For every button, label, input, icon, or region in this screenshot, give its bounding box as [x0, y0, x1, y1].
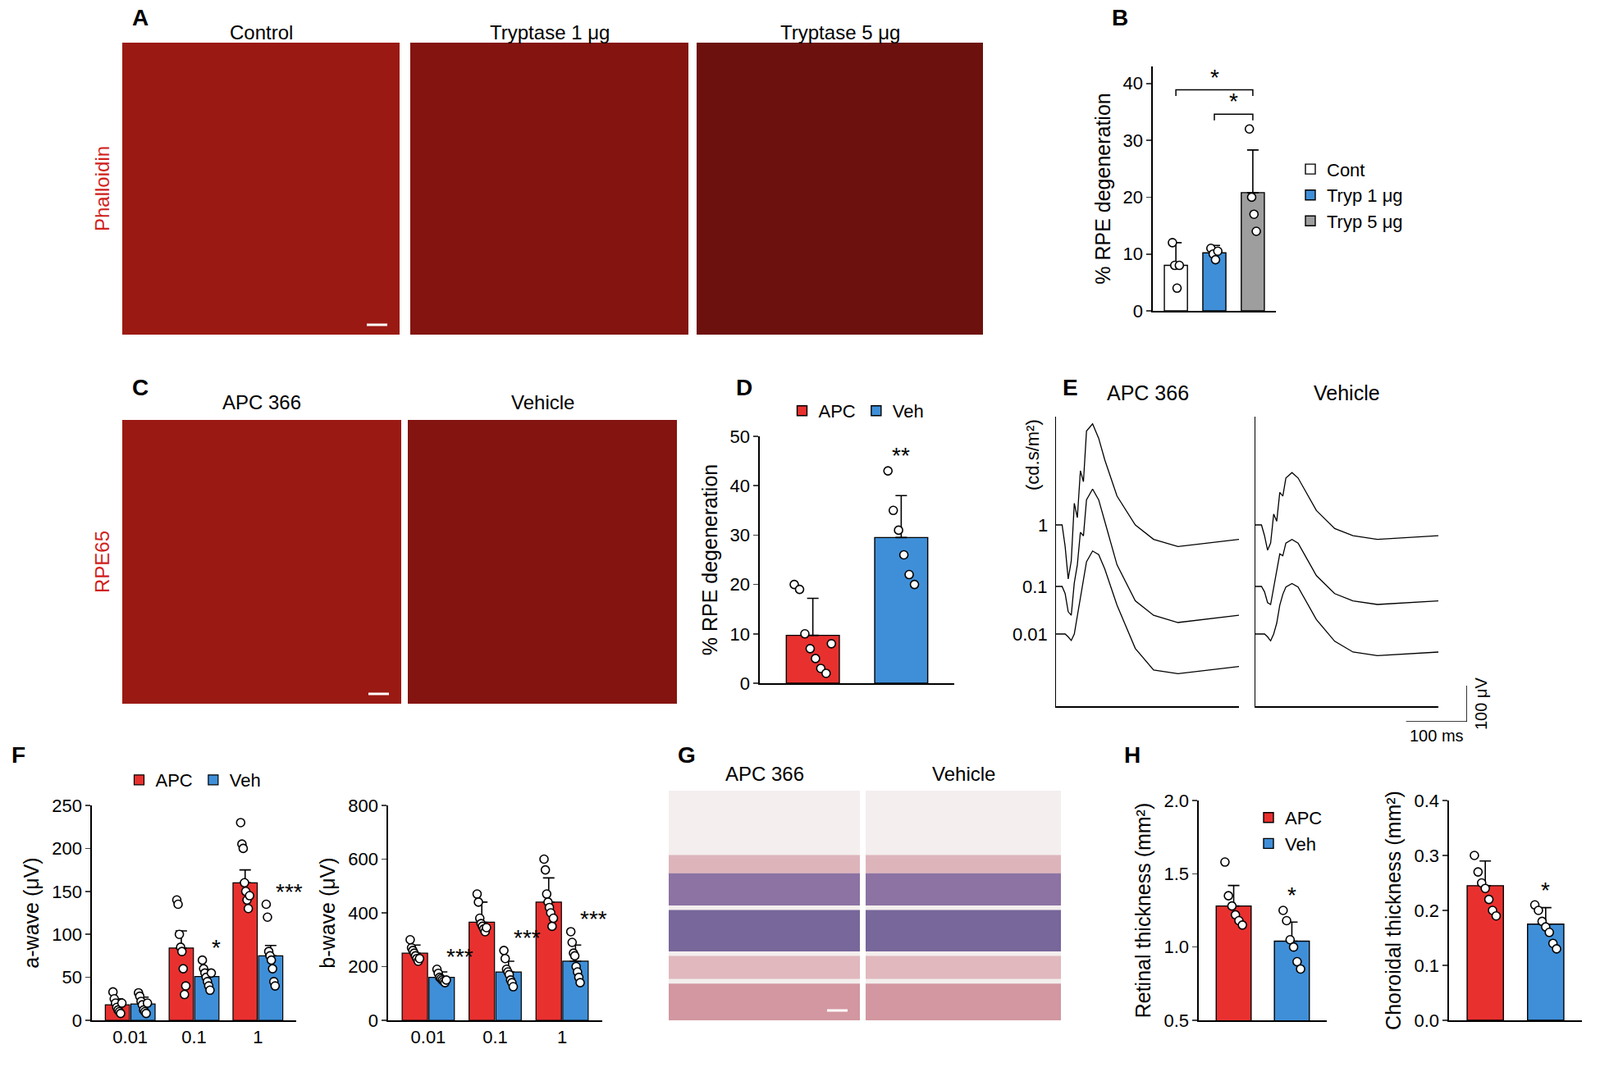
svg-text:E: E	[1062, 374, 1079, 401]
svg-text:0.1: 0.1	[181, 1027, 207, 1048]
svg-text:Cont: Cont	[1326, 160, 1365, 181]
svg-text:200: 200	[51, 838, 83, 860]
svg-text:C: C	[132, 374, 149, 401]
svg-text:Vehicle: Vehicle	[511, 391, 575, 414]
svg-text:*: *	[1210, 64, 1220, 91]
svg-text:150: 150	[51, 882, 83, 903]
svg-text:APC: APC	[155, 770, 193, 791]
svg-text:0: 0	[1133, 301, 1143, 322]
svg-text:Control: Control	[229, 21, 293, 44]
svg-text:*: *	[1229, 88, 1239, 115]
svg-text:0.01: 0.01	[1012, 624, 1048, 645]
svg-text:Vehicle: Vehicle	[1313, 381, 1381, 405]
svg-text:APC 366: APC 366	[222, 391, 302, 414]
svg-text:APC: APC	[818, 401, 856, 422]
svg-text:0.3: 0.3	[1413, 845, 1440, 867]
svg-text:0: 0	[72, 1010, 83, 1032]
svg-text:1: 1	[1037, 515, 1048, 536]
svg-text:% RPE degeneration: % RPE degeneration	[698, 464, 722, 656]
svg-text:Tryptase 5 μg: Tryptase 5 μg	[780, 21, 901, 44]
svg-text:100 μV: 100 μV	[1472, 677, 1491, 731]
svg-text:0.2: 0.2	[1413, 900, 1440, 922]
svg-text:Tryp 1 μg: Tryp 1 μg	[1326, 185, 1404, 206]
svg-text:400: 400	[347, 903, 379, 924]
svg-text:40: 40	[730, 475, 750, 497]
svg-text:Veh: Veh	[892, 401, 924, 422]
svg-text:***: ***	[275, 879, 303, 906]
svg-text:***: ***	[580, 906, 608, 933]
svg-text:0.4: 0.4	[1413, 790, 1440, 812]
svg-text:10: 10	[1123, 243, 1143, 265]
svg-text:0.5: 0.5	[1163, 1010, 1189, 1032]
svg-text:0.01: 0.01	[112, 1027, 148, 1048]
svg-text:800: 800	[347, 795, 379, 817]
svg-text:Tryp 5 μg: Tryp 5 μg	[1326, 211, 1404, 233]
svg-text:250: 250	[51, 795, 83, 817]
svg-text:50: 50	[62, 967, 83, 988]
svg-text:30: 30	[730, 525, 750, 546]
svg-text:RPE65: RPE65	[91, 530, 114, 594]
svg-text:0.1: 0.1	[1022, 576, 1048, 598]
svg-text:0.0: 0.0	[1413, 1010, 1440, 1032]
svg-text:1.5: 1.5	[1163, 864, 1189, 885]
svg-text:0: 0	[740, 673, 750, 695]
svg-text:50: 50	[730, 426, 750, 448]
svg-text:Veh: Veh	[229, 770, 261, 791]
svg-text:20: 20	[1123, 187, 1143, 208]
svg-text:% RPE degeneration: % RPE degeneration	[1091, 92, 1115, 284]
svg-text:2.0: 2.0	[1163, 790, 1189, 812]
svg-text:Choroidal thickness (mm²): Choroidal thickness (mm²)	[1381, 790, 1405, 1031]
svg-text:0.1: 0.1	[1413, 955, 1440, 977]
svg-text:(cd.s/m²): (cd.s/m²)	[1022, 419, 1043, 491]
svg-text:*: *	[211, 935, 221, 961]
svg-text:0.1: 0.1	[482, 1027, 508, 1048]
svg-text:600: 600	[347, 849, 379, 870]
svg-text:0: 0	[368, 1010, 379, 1032]
svg-text:10: 10	[730, 624, 750, 645]
svg-text:*: *	[1287, 882, 1297, 909]
svg-text:Tryptase 1 μg: Tryptase 1 μg	[489, 21, 610, 44]
svg-text:30: 30	[1123, 130, 1143, 151]
svg-text:Retinal thickness (mm²): Retinal thickness (mm²)	[1131, 803, 1155, 1020]
svg-text:Vehicle: Vehicle	[932, 763, 996, 786]
svg-text:APC: APC	[1284, 808, 1322, 829]
svg-text:Phalloidin: Phalloidin	[91, 146, 114, 232]
svg-text:H: H	[1124, 742, 1141, 768]
svg-text:G: G	[677, 742, 696, 768]
svg-text:***: ***	[513, 925, 541, 951]
svg-text:100: 100	[51, 924, 83, 946]
svg-text:100 ms: 100 ms	[1409, 726, 1464, 746]
svg-text:***: ***	[446, 944, 474, 970]
svg-text:F: F	[11, 742, 26, 768]
svg-text:1: 1	[557, 1027, 567, 1048]
svg-text:B: B	[1111, 4, 1129, 31]
svg-text:D: D	[736, 374, 753, 401]
svg-text:**: **	[891, 443, 910, 469]
svg-text:b-wave (μV): b-wave (μV)	[315, 857, 339, 969]
svg-text:a-wave (μV): a-wave (μV)	[19, 857, 43, 969]
svg-text:APC 366: APC 366	[1106, 381, 1189, 405]
svg-text:40: 40	[1123, 73, 1143, 94]
svg-text:*: *	[1540, 877, 1550, 904]
svg-text:1.0: 1.0	[1163, 937, 1189, 958]
svg-text:20: 20	[730, 574, 750, 595]
svg-text:1: 1	[252, 1027, 263, 1048]
svg-text:A: A	[132, 4, 149, 31]
svg-text:200: 200	[347, 956, 379, 978]
svg-text:Veh: Veh	[1284, 834, 1317, 855]
svg-text:0.01: 0.01	[411, 1027, 447, 1048]
svg-text:APC 366: APC 366	[725, 763, 805, 786]
